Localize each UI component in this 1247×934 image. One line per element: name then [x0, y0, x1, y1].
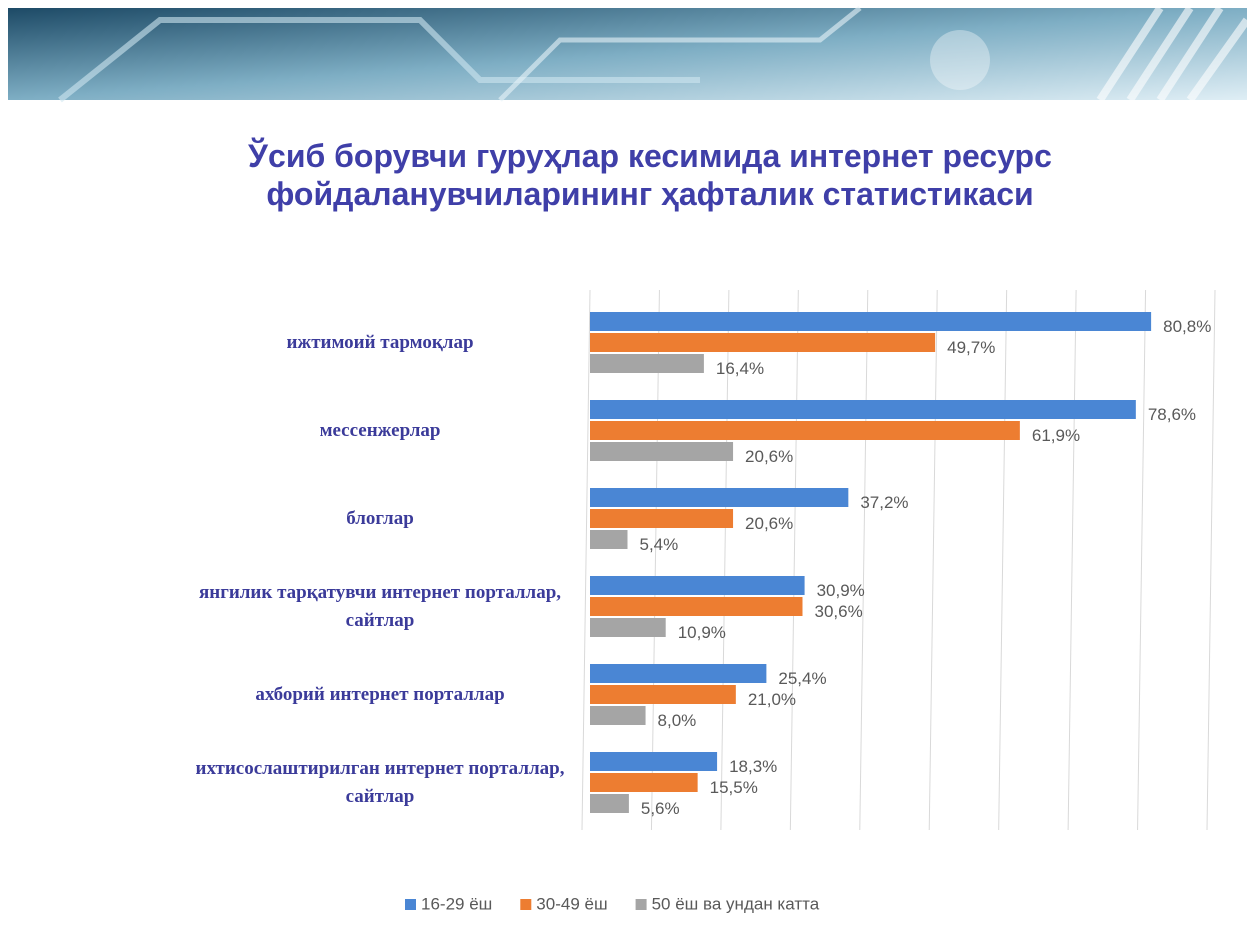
value-label: 61,9% [1032, 426, 1080, 445]
legend-swatch [520, 899, 532, 910]
legend-swatch [635, 899, 647, 910]
bar [590, 794, 629, 813]
grid-line [1206, 289, 1216, 831]
bar [590, 685, 736, 704]
category-label: ахборий интернет порталлар [255, 684, 505, 705]
grid-line [789, 289, 799, 831]
value-label: 5,4% [640, 535, 679, 554]
category-label: янгилик тарқатувчи интернет порталлар, с… [198, 582, 562, 631]
category-label: ихтисослаштирилган интернет порталлар, с… [195, 758, 565, 807]
value-label: 30,6% [815, 602, 863, 621]
bar [590, 488, 849, 507]
grid-line [720, 289, 730, 831]
value-label: 8,0% [658, 711, 697, 730]
bar [590, 597, 803, 616]
value-label: 16,4% [716, 359, 764, 378]
value-label: 30,9% [817, 581, 865, 600]
bar [590, 312, 1152, 331]
legend-label: 30-49 ёш [536, 894, 607, 913]
bar [590, 752, 718, 771]
legend-label: 50 ёш ва ундан катта [652, 894, 820, 913]
bar [590, 442, 734, 461]
bar [590, 576, 805, 595]
category-label: ижтимоий тармоқлар [286, 332, 474, 353]
grid-line [1067, 289, 1077, 831]
value-label: 20,6% [745, 447, 793, 466]
value-label: 80,8% [1163, 317, 1211, 336]
value-label: 25,4% [778, 669, 826, 688]
legend-label: 16-29 ёш [421, 894, 492, 913]
grid-line [581, 289, 591, 831]
category-label: блоглар [346, 508, 414, 529]
value-label: 5,6% [641, 799, 680, 818]
bar [590, 400, 1136, 419]
bar [590, 773, 698, 792]
value-label: 21,0% [748, 690, 796, 709]
value-label: 37,2% [860, 493, 908, 512]
chart-title: фойдаланувчиларининг ҳафталик статистика… [266, 176, 1034, 212]
value-label: 18,3% [729, 757, 777, 776]
grid-line [928, 289, 938, 831]
bar [590, 530, 628, 549]
bar [590, 706, 646, 725]
grid-line [650, 289, 660, 831]
grid-line [998, 289, 1008, 831]
value-label: 78,6% [1148, 405, 1196, 424]
bar [590, 333, 936, 352]
value-label: 49,7% [947, 338, 995, 357]
value-label: 20,6% [745, 514, 793, 533]
grid-line [1137, 289, 1147, 831]
banner [8, 5, 1247, 103]
grid-line [859, 289, 869, 831]
category-label: мессенжерлар [319, 420, 441, 441]
chart-title: Ўсиб борувчи гуруҳлар кесимида интернет … [248, 138, 1052, 174]
bar [590, 509, 734, 528]
bar [590, 618, 666, 637]
bar [590, 354, 704, 373]
bar [590, 664, 767, 683]
value-label: 15,5% [710, 778, 758, 797]
bar [590, 421, 1020, 440]
value-label: 10,9% [678, 623, 726, 642]
legend-swatch [405, 899, 416, 910]
